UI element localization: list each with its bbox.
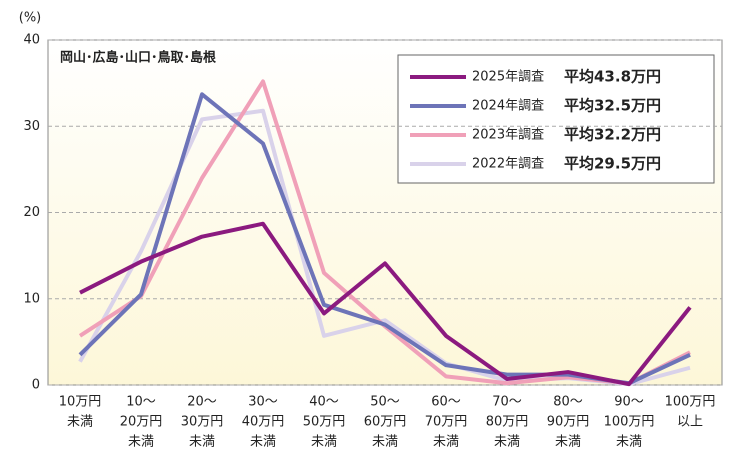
legend-average: 平均32.2万円 [564, 126, 661, 144]
legend-average: 平均43.8万円 [564, 68, 661, 86]
x-tick-label: 30万円 [181, 415, 224, 430]
x-tick-label: 70～ [492, 395, 522, 410]
x-tick-label: 10万円 [59, 395, 102, 410]
x-tick-label: 80～ [553, 395, 583, 410]
y-tick-label: 30 [23, 119, 40, 134]
x-tick-label: 未満 [372, 435, 398, 450]
y-unit: (%) [19, 11, 42, 26]
x-tick-label: 60～ [431, 395, 461, 410]
x-tick-label: 40万円 [242, 415, 285, 430]
x-tick-label: 以上 [677, 415, 703, 430]
x-tick-label: 未満 [128, 435, 154, 450]
y-tick-label: 20 [23, 205, 40, 220]
x-tick-label: 30～ [248, 395, 278, 410]
x-tick-label: 100万円 [665, 395, 716, 410]
x-tick-label: 90～ [614, 395, 644, 410]
x-tick-label: 100万円 [604, 415, 655, 430]
series-line [79, 221, 692, 387]
legend-average: 平均29.5万円 [564, 155, 661, 173]
legend-average: 平均32.5万円 [564, 97, 661, 115]
region-label: 岡山･広島･山口･鳥取･島根 [60, 50, 217, 66]
x-tick-label: 未満 [616, 435, 642, 450]
y-tick-label: 10 [23, 291, 40, 306]
x-tick-label: 40～ [309, 395, 339, 410]
x-tick-label: 未満 [250, 435, 276, 450]
legend-label: 2025年調査 [472, 70, 544, 85]
x-tick-label: 未満 [433, 435, 459, 450]
x-tick-label: 50～ [370, 395, 400, 410]
x-tick-label: 70万円 [425, 415, 468, 430]
x-tick-label: 未満 [189, 435, 215, 450]
x-tick-label: 50万円 [303, 415, 346, 430]
x-tick-label: 80万円 [486, 415, 529, 430]
x-tick-label: 10～ [126, 395, 156, 410]
x-tick-label: 60万円 [364, 415, 407, 430]
y-tick-label: 0 [32, 378, 40, 393]
x-tick-label: 未満 [311, 435, 337, 450]
x-tick-label: 90万円 [547, 415, 590, 430]
x-tick-label: 20万円 [120, 415, 163, 430]
legend-label: 2023年調査 [472, 128, 544, 143]
x-tick-label: 未満 [555, 435, 581, 450]
x-tick-label: 未満 [494, 435, 520, 450]
legend-label: 2022年調査 [472, 157, 544, 172]
x-tick-label: 未満 [67, 415, 93, 430]
x-tick-label: 20～ [187, 395, 217, 410]
legend-label: 2024年調査 [472, 99, 544, 114]
y-tick-label: 40 [23, 33, 40, 48]
